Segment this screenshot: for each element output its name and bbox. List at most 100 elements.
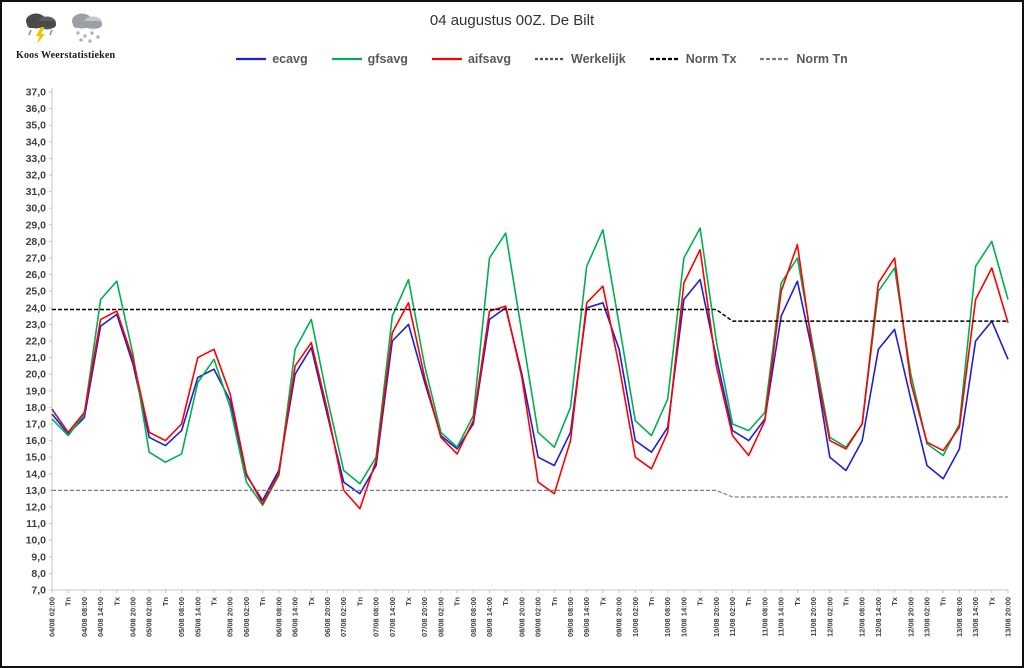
x-tick-label: Tx <box>598 596 607 606</box>
x-tick-label: Tx <box>404 596 413 606</box>
x-tick-label: Tn <box>161 597 170 607</box>
x-tick-label: Tn <box>355 597 364 607</box>
legend-item-werkelijk: Werkelijk <box>535 52 626 66</box>
y-tick-label: 25,0 <box>26 286 47 298</box>
x-axis-labels: 04/08 02:00 Tn 04/08 08:00 04/08 14:00 Tx 04/… <box>48 590 1013 637</box>
y-tick-label: 21,0 <box>26 352 47 364</box>
y-tick-label: 31,0 <box>26 186 47 198</box>
x-tick-label: Tn <box>744 597 753 607</box>
x-tick-label: 05/08 02:00 <box>145 597 154 637</box>
x-tick-label: Tx <box>210 596 219 606</box>
y-tick-label: 11,0 <box>26 518 46 530</box>
y-axis-labels: 37,0 36,0 35,0 34,0 33,0 32,0 31,0 30,0 29,0 28,0… <box>26 87 52 597</box>
x-tick-label: 10/08 02:00 <box>631 597 640 637</box>
y-tick-label: 27,0 <box>26 253 47 265</box>
y-tick-label: 8,0 <box>31 568 46 580</box>
legend-label-ecavg: ecavg <box>272 52 308 66</box>
x-tick-label: 13/08 02:00 <box>922 597 931 637</box>
x-tick-label: 09/08 20:00 <box>615 597 624 637</box>
legend-item-gfsavg: gfsavg <box>331 52 408 66</box>
x-tick-label: 07/08 20:00 <box>420 597 429 637</box>
y-tick-label: 17,0 <box>26 419 47 431</box>
x-tick-label: 11/08 20:00 <box>809 597 818 637</box>
x-tick-label: 07/08 08:00 <box>372 597 381 637</box>
legend-item-norm-tn: Norm Tn <box>760 52 848 66</box>
x-tick-label: 07/08 14:00 <box>388 597 397 637</box>
x-tick-label: 12/08 20:00 <box>906 597 915 637</box>
series-aifsavg <box>51 243 1009 510</box>
y-tick-label: 24,0 <box>26 302 47 314</box>
x-tick-label: Tn <box>647 597 656 607</box>
x-tick-label: 07/08 02:00 <box>339 597 348 637</box>
y-tick-label: 36,0 <box>26 103 47 115</box>
legend-label-werkelijk: Werkelijk <box>571 52 626 66</box>
x-tick-label: 12/08 08:00 <box>858 597 867 637</box>
y-tick-label: 14,0 <box>26 468 47 480</box>
x-tick-label: Tn <box>258 597 267 607</box>
y-tick-label: 33,0 <box>26 153 47 165</box>
y-tick-label: 16,0 <box>26 435 47 447</box>
storm-cloud-icon <box>26 13 56 44</box>
axes <box>51 88 1008 591</box>
legend-line-sample-werkelijk <box>535 57 566 61</box>
y-tick-label: 22,0 <box>26 336 47 348</box>
chart-legend: ecavg gfsavg aifsavg Werkelijk Norm Tx Norm T… <box>122 52 962 66</box>
legend-line-sample-gfsavg <box>331 57 362 61</box>
legend-line-sample-norm-tx <box>649 57 680 61</box>
legend-item-norm-tx: Norm Tx <box>649 52 737 66</box>
y-tick-label: 28,0 <box>26 236 47 248</box>
x-tick-label: Tx <box>890 596 899 606</box>
x-tick-label: Tx <box>696 596 705 606</box>
x-tick-label: 13/08 20:00 <box>1004 597 1013 637</box>
legend-line-sample-aifsavg <box>431 57 462 61</box>
y-tick-label: 15,0 <box>26 452 47 464</box>
x-tick-label: 08/08 20:00 <box>517 597 526 637</box>
logo: Koos Weerstatistieken <box>16 10 146 61</box>
legend-label-norm-tx: Norm Tx <box>685 52 737 66</box>
y-tick-label: 20,0 <box>26 369 47 381</box>
legend-item-aifsavg: aifsavg <box>431 52 511 66</box>
x-tick-label: Tn <box>841 597 850 607</box>
x-tick-label: 06/08 20:00 <box>323 597 332 637</box>
legend-line-sample-norm-tn <box>760 57 791 61</box>
x-tick-label: 09/08 14:00 <box>582 597 591 637</box>
y-tick-label: 34,0 <box>26 136 47 148</box>
x-tick-label: Tx <box>501 596 510 606</box>
logo-icons <box>16 10 146 46</box>
y-tick-label: 12,0 <box>26 502 47 514</box>
chart-area: 37,0 36,0 35,0 34,0 33,0 32,0 31,0 30,0 29,0 28,0… <box>2 82 1022 666</box>
x-tick-label: 08/08 08:00 <box>469 597 478 637</box>
x-tick-label: 06/08 02:00 <box>242 597 251 637</box>
x-tick-label: 08/08 14:00 <box>485 597 494 637</box>
x-tick-label: 06/08 14:00 <box>291 597 300 637</box>
y-tick-label: 13,0 <box>26 485 47 497</box>
x-tick-label: 09/08 08:00 <box>566 597 575 637</box>
y-tick-label: 9,0 <box>31 551 46 563</box>
series-ecavg <box>51 278 1009 502</box>
x-tick-label: 04/08 20:00 <box>129 597 138 637</box>
legend-label-norm-tn: Norm Tn <box>796 52 848 66</box>
x-tick-label: 11/08 08:00 <box>760 597 769 637</box>
x-tick-label: 13/08 14:00 <box>971 597 980 637</box>
x-tick-label: 08/08 02:00 <box>436 597 445 637</box>
x-tick-label: Tn <box>64 597 73 607</box>
x-tick-label: Tn <box>453 597 462 607</box>
x-tick-label: Tx <box>987 596 996 606</box>
snow-cloud-icon <box>72 13 102 43</box>
chart-title: 04 augustus 00Z. De Bilt <box>429 12 595 29</box>
x-tick-label: 11/08 14:00 <box>777 597 786 637</box>
y-tick-label: 32,0 <box>26 170 47 182</box>
x-tick-label: 04/08 02:00 <box>48 597 57 637</box>
x-tick-label: Tx <box>112 596 121 606</box>
legend-item-ecavg: ecavg <box>236 52 308 66</box>
x-tick-label: 04/08 14:00 <box>96 597 105 637</box>
x-tick-label: Tx <box>307 596 316 606</box>
y-tick-label: 29,0 <box>26 219 47 231</box>
chart-canvas: 37,0 36,0 35,0 34,0 33,0 32,0 31,0 30,0 29,0 28,0… <box>26 87 1013 638</box>
logo-text: Koos Weerstatistieken <box>16 50 116 61</box>
x-tick-label: 10/08 14:00 <box>679 597 688 637</box>
x-tick-label: 11/08 02:00 <box>728 597 737 637</box>
x-tick-label: 10/08 20:00 <box>712 597 721 637</box>
x-tick-label: 05/08 08:00 <box>177 597 186 637</box>
x-tick-label: 12/08 14:00 <box>874 597 883 637</box>
